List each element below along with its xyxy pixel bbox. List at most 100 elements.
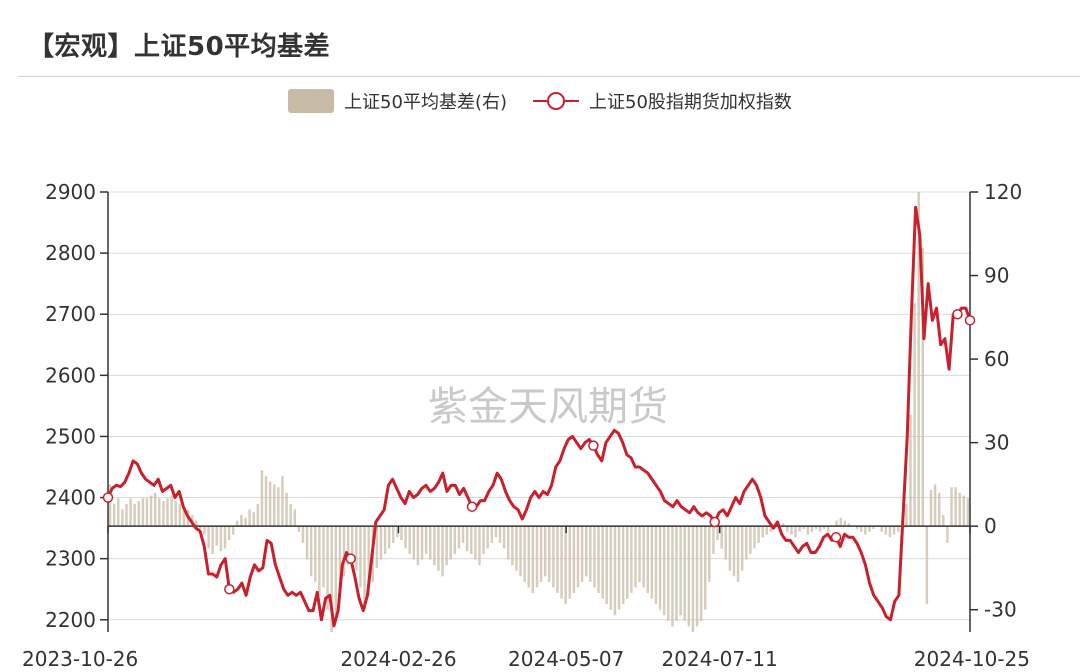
basis-bar bbox=[855, 526, 859, 529]
basis-bar bbox=[511, 526, 514, 566]
basis-bar bbox=[330, 526, 333, 632]
right-tick-label: 60 bbox=[984, 347, 1009, 371]
basis-bar bbox=[556, 526, 559, 594]
basis-bar bbox=[572, 526, 576, 594]
basis-bar bbox=[597, 526, 600, 594]
basis-bar bbox=[683, 526, 686, 621]
basis-bar bbox=[519, 526, 522, 577]
basis-bar bbox=[412, 526, 416, 560]
basis-bar bbox=[679, 526, 682, 616]
basis-bar bbox=[917, 192, 920, 527]
basis-bar bbox=[794, 526, 797, 538]
basis-bar bbox=[121, 509, 124, 527]
basis-bar bbox=[704, 526, 707, 610]
basis-bar bbox=[954, 487, 957, 527]
page-title: 【宏观】上证50平均基差 bbox=[28, 32, 331, 62]
basis-bar bbox=[782, 523, 785, 527]
basis-bar bbox=[564, 526, 567, 605]
line-marker bbox=[466, 501, 478, 512]
line-marker bbox=[224, 583, 235, 595]
basis-bar bbox=[523, 526, 526, 582]
basis-bar bbox=[264, 476, 268, 527]
basis-bar bbox=[158, 498, 161, 527]
basis-bar bbox=[667, 526, 670, 621]
basis-bar bbox=[166, 498, 169, 527]
basis-bar bbox=[560, 526, 563, 599]
basis-bar bbox=[236, 520, 239, 527]
line-marker bbox=[588, 440, 599, 451]
basis-bar bbox=[609, 526, 613, 610]
basis-bar bbox=[539, 526, 543, 582]
left-tick-label: 2500 bbox=[45, 424, 96, 448]
basis-bar bbox=[108, 484, 112, 527]
basis-bar bbox=[441, 526, 444, 577]
right-tick-label: -30 bbox=[984, 598, 1017, 622]
line-marker bbox=[345, 553, 356, 564]
right-tick-label: 90 bbox=[984, 264, 1009, 288]
left-tick-label: 2800 bbox=[45, 241, 96, 265]
basis-bar bbox=[244, 517, 247, 527]
basis-bar bbox=[145, 498, 149, 527]
basis-bar bbox=[589, 526, 592, 582]
line-markers bbox=[102, 308, 976, 595]
basis-bar bbox=[769, 526, 773, 532]
basis-bar bbox=[843, 520, 847, 527]
line-marker bbox=[964, 315, 976, 326]
basis-bar bbox=[396, 526, 399, 538]
basis-bar bbox=[925, 526, 929, 605]
basis-bar bbox=[342, 526, 346, 577]
basis-bar bbox=[695, 526, 699, 627]
basis-bar bbox=[359, 526, 362, 588]
basis-bar bbox=[428, 526, 432, 560]
basis-bar bbox=[868, 526, 871, 532]
basis-bar bbox=[162, 501, 165, 527]
basis-bar bbox=[486, 526, 489, 549]
basis-bar bbox=[223, 526, 227, 549]
basis-bar bbox=[548, 526, 551, 582]
basis-bar bbox=[535, 526, 539, 588]
basis-bar bbox=[367, 526, 370, 596]
basis-bar bbox=[650, 526, 654, 599]
basis-bar bbox=[708, 526, 711, 582]
basis-bar bbox=[568, 526, 572, 599]
axes bbox=[100, 191, 978, 632]
basis-bar bbox=[424, 526, 428, 555]
basis-bar bbox=[712, 526, 715, 555]
basis-bar bbox=[786, 526, 789, 532]
basis-bar bbox=[195, 520, 198, 527]
chart-legend: 上证50平均基差(右) 上证50股指期货加权指数 bbox=[0, 86, 1080, 116]
basis-bar bbox=[634, 526, 637, 588]
line-marker bbox=[102, 492, 114, 503]
basis-bar bbox=[268, 481, 272, 527]
basis-bar bbox=[314, 526, 317, 582]
basis-bar bbox=[277, 487, 280, 527]
right-tick-label: 30 bbox=[984, 431, 1009, 455]
basis-bar bbox=[905, 503, 908, 527]
basis-bar bbox=[884, 526, 888, 535]
legend-label-index: 上证50股指期货加权指数 bbox=[589, 92, 792, 113]
basis-bar bbox=[494, 526, 498, 538]
basis-bar bbox=[576, 526, 580, 588]
basis-bar bbox=[757, 526, 760, 543]
basis-bar bbox=[474, 526, 477, 560]
basis-bars bbox=[108, 192, 970, 632]
basis-bar bbox=[946, 526, 949, 543]
line-marker bbox=[709, 516, 720, 528]
basis-bar bbox=[112, 503, 116, 527]
basis-bar bbox=[273, 484, 276, 527]
basis-bar bbox=[896, 526, 900, 532]
basis-bar bbox=[847, 523, 851, 527]
legend-item-index[interactable]: 上证50股指期货加权指数 bbox=[533, 88, 792, 114]
left-tick-label: 2700 bbox=[45, 302, 96, 326]
basis-bar bbox=[593, 526, 596, 588]
basis-bar bbox=[207, 526, 210, 549]
basis-bar bbox=[806, 526, 810, 535]
basis-bar bbox=[408, 526, 411, 555]
basis-bar bbox=[552, 526, 555, 588]
basis-bar bbox=[248, 509, 251, 527]
legend-item-basis[interactable]: 上证50平均基差(右) bbox=[288, 88, 507, 114]
basis-bar bbox=[761, 526, 764, 538]
basis-bar bbox=[297, 526, 301, 532]
basis-bar bbox=[117, 498, 120, 527]
basis-bar bbox=[966, 498, 970, 527]
